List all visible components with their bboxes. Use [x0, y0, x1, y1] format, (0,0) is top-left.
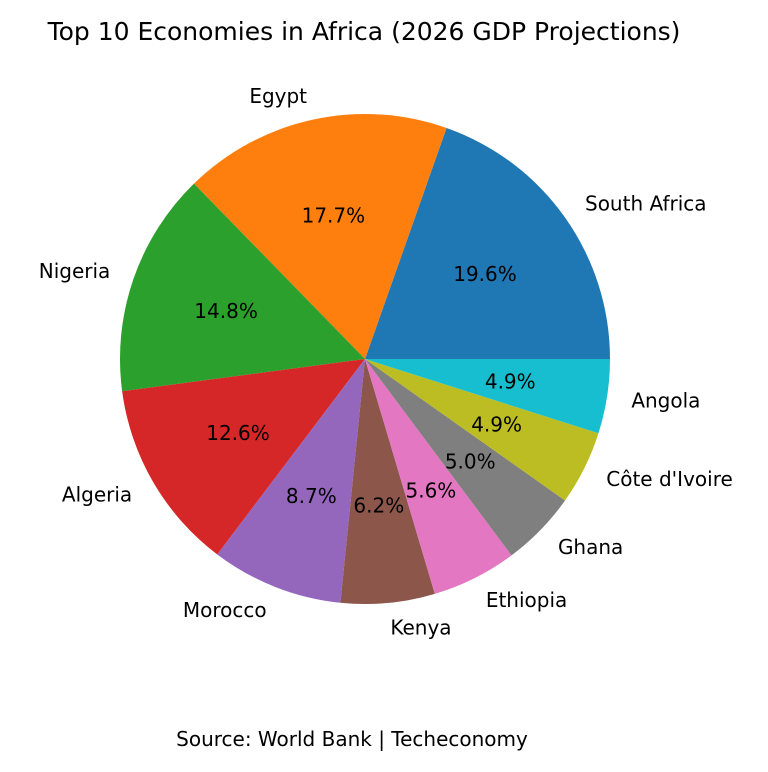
slice-label: Angola — [631, 388, 700, 412]
pie-slice-ethiopia — [365, 359, 512, 594]
pie-slice-angola — [365, 359, 610, 434]
pie-slice-algeria — [122, 359, 365, 555]
slice-pct-label: 8.7% — [286, 484, 337, 508]
slice-pct-label: 12.6% — [206, 421, 270, 445]
slice-pct-label: 14.8% — [194, 299, 258, 323]
pie-labels: South Africa 19.6% Egypt 17.7% Nigeria 14.8% A… — [39, 84, 733, 639]
slice-pct-label: 17.7% — [302, 203, 366, 227]
pie-slice-kenya — [340, 359, 435, 604]
slice-label: Kenya — [390, 615, 451, 639]
chart-title: Top 10 Economies in Africa (2026 GDP Pro… — [47, 17, 681, 46]
pie-slice-morocco — [217, 359, 365, 603]
slice-label: South Africa — [585, 191, 707, 215]
pie-slice-c-te-d-ivoire — [365, 359, 599, 501]
pie-slice-nigeria — [120, 183, 365, 392]
slice-pct-label: 5.0% — [445, 450, 496, 474]
slice-pct-label: 4.9% — [471, 412, 522, 436]
slice-label: Nigeria — [39, 259, 111, 283]
slice-label: Algeria — [62, 483, 132, 507]
pie-slice-south-africa — [365, 127, 610, 359]
slice-pct-label: 6.2% — [353, 493, 404, 517]
pie-slice-egypt — [193, 114, 447, 359]
slice-label: Ethiopia — [486, 588, 567, 612]
pie-slice-ghana — [365, 359, 566, 556]
chart-caption: Source: World Bank | Techeconomy — [176, 727, 528, 751]
slice-label: Morocco — [183, 598, 267, 622]
slice-label: Côte d'Ivoire — [606, 467, 733, 491]
slice-pct-label: 4.9% — [485, 370, 536, 394]
slice-pct-label: 5.6% — [406, 478, 457, 502]
slice-label: Egypt — [249, 84, 307, 108]
slice-label: Ghana — [558, 535, 623, 559]
slice-pct-label: 19.6% — [453, 262, 517, 286]
pie-slices — [120, 114, 610, 604]
